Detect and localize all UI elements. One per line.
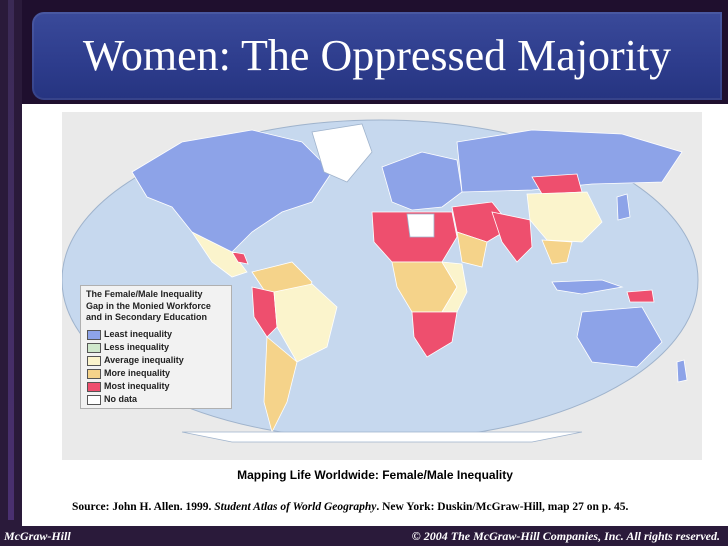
left-decor-bar [0,0,22,546]
region-central-america [231,251,249,265]
legend-title-line: Gap in the Monied Workforce [86,300,211,311]
region-peru-bolivia [251,286,278,338]
title-box [32,12,722,100]
map-caption: Mapping Life Worldwide: Female/Male Ineq… [237,468,513,482]
legend-title-line: and in Secondary Education [86,312,208,322]
region-southeast-asia [541,239,573,265]
region-europe [381,151,463,211]
region-greenland [311,123,373,183]
legend-label: More inequality [104,368,171,378]
region-brazil [273,283,338,363]
legend-label: Less inequality [104,342,170,352]
region-japan [616,193,631,221]
legend-title: The Female/Male Inequality Gap in the Mo… [86,289,231,324]
source-citation: Source: John H. Allen. 1999. Student Atl… [72,501,628,513]
legend-label: Most inequality [104,381,170,391]
region-southern-africa [411,311,458,358]
footer-bar: McGraw-Hill © 2004 The McGraw-Hill Compa… [0,526,728,546]
legend-swatch [87,382,101,392]
map-legend: The Female/Male Inequality Gap in the Mo… [80,285,232,409]
legend-title-line: The Female/Male Inequality [86,289,203,299]
legend-swatch [87,356,101,366]
slide-title: Women: The Oppressed Majority [82,31,672,80]
source-suffix: . New York: Duskin/McGraw-Hill, map 27 o… [376,501,629,513]
region-australia [576,306,663,368]
legend-label: Least inequality [104,329,173,339]
legend-label: Average inequality [104,355,184,365]
legend-swatch [87,395,101,405]
region-south-asia [491,211,533,263]
legend-swatch [87,330,101,340]
region-libya-egypt [406,213,435,238]
footer-copyright: © 2004 The McGraw-Hill Companies, Inc. A… [411,529,720,543]
source-prefix: Source: John H. Allen. 1999. [72,501,215,513]
source-book-title: Student Atlas of World Geography [214,501,377,513]
left-stripe [8,0,14,520]
region-new-zealand [676,359,688,383]
region-papua [626,289,655,303]
legend-swatch [87,343,101,353]
region-antarctica [181,431,583,443]
region-south-cone [263,336,298,434]
region-russia [456,129,683,193]
footer-publisher: McGraw-Hill [4,529,71,543]
legend-label: No data [104,394,138,404]
region-mexico [190,230,248,278]
region-north-america [131,129,333,253]
legend-swatch [87,369,101,379]
region-arabia [456,231,488,268]
region-indonesia [551,279,624,295]
